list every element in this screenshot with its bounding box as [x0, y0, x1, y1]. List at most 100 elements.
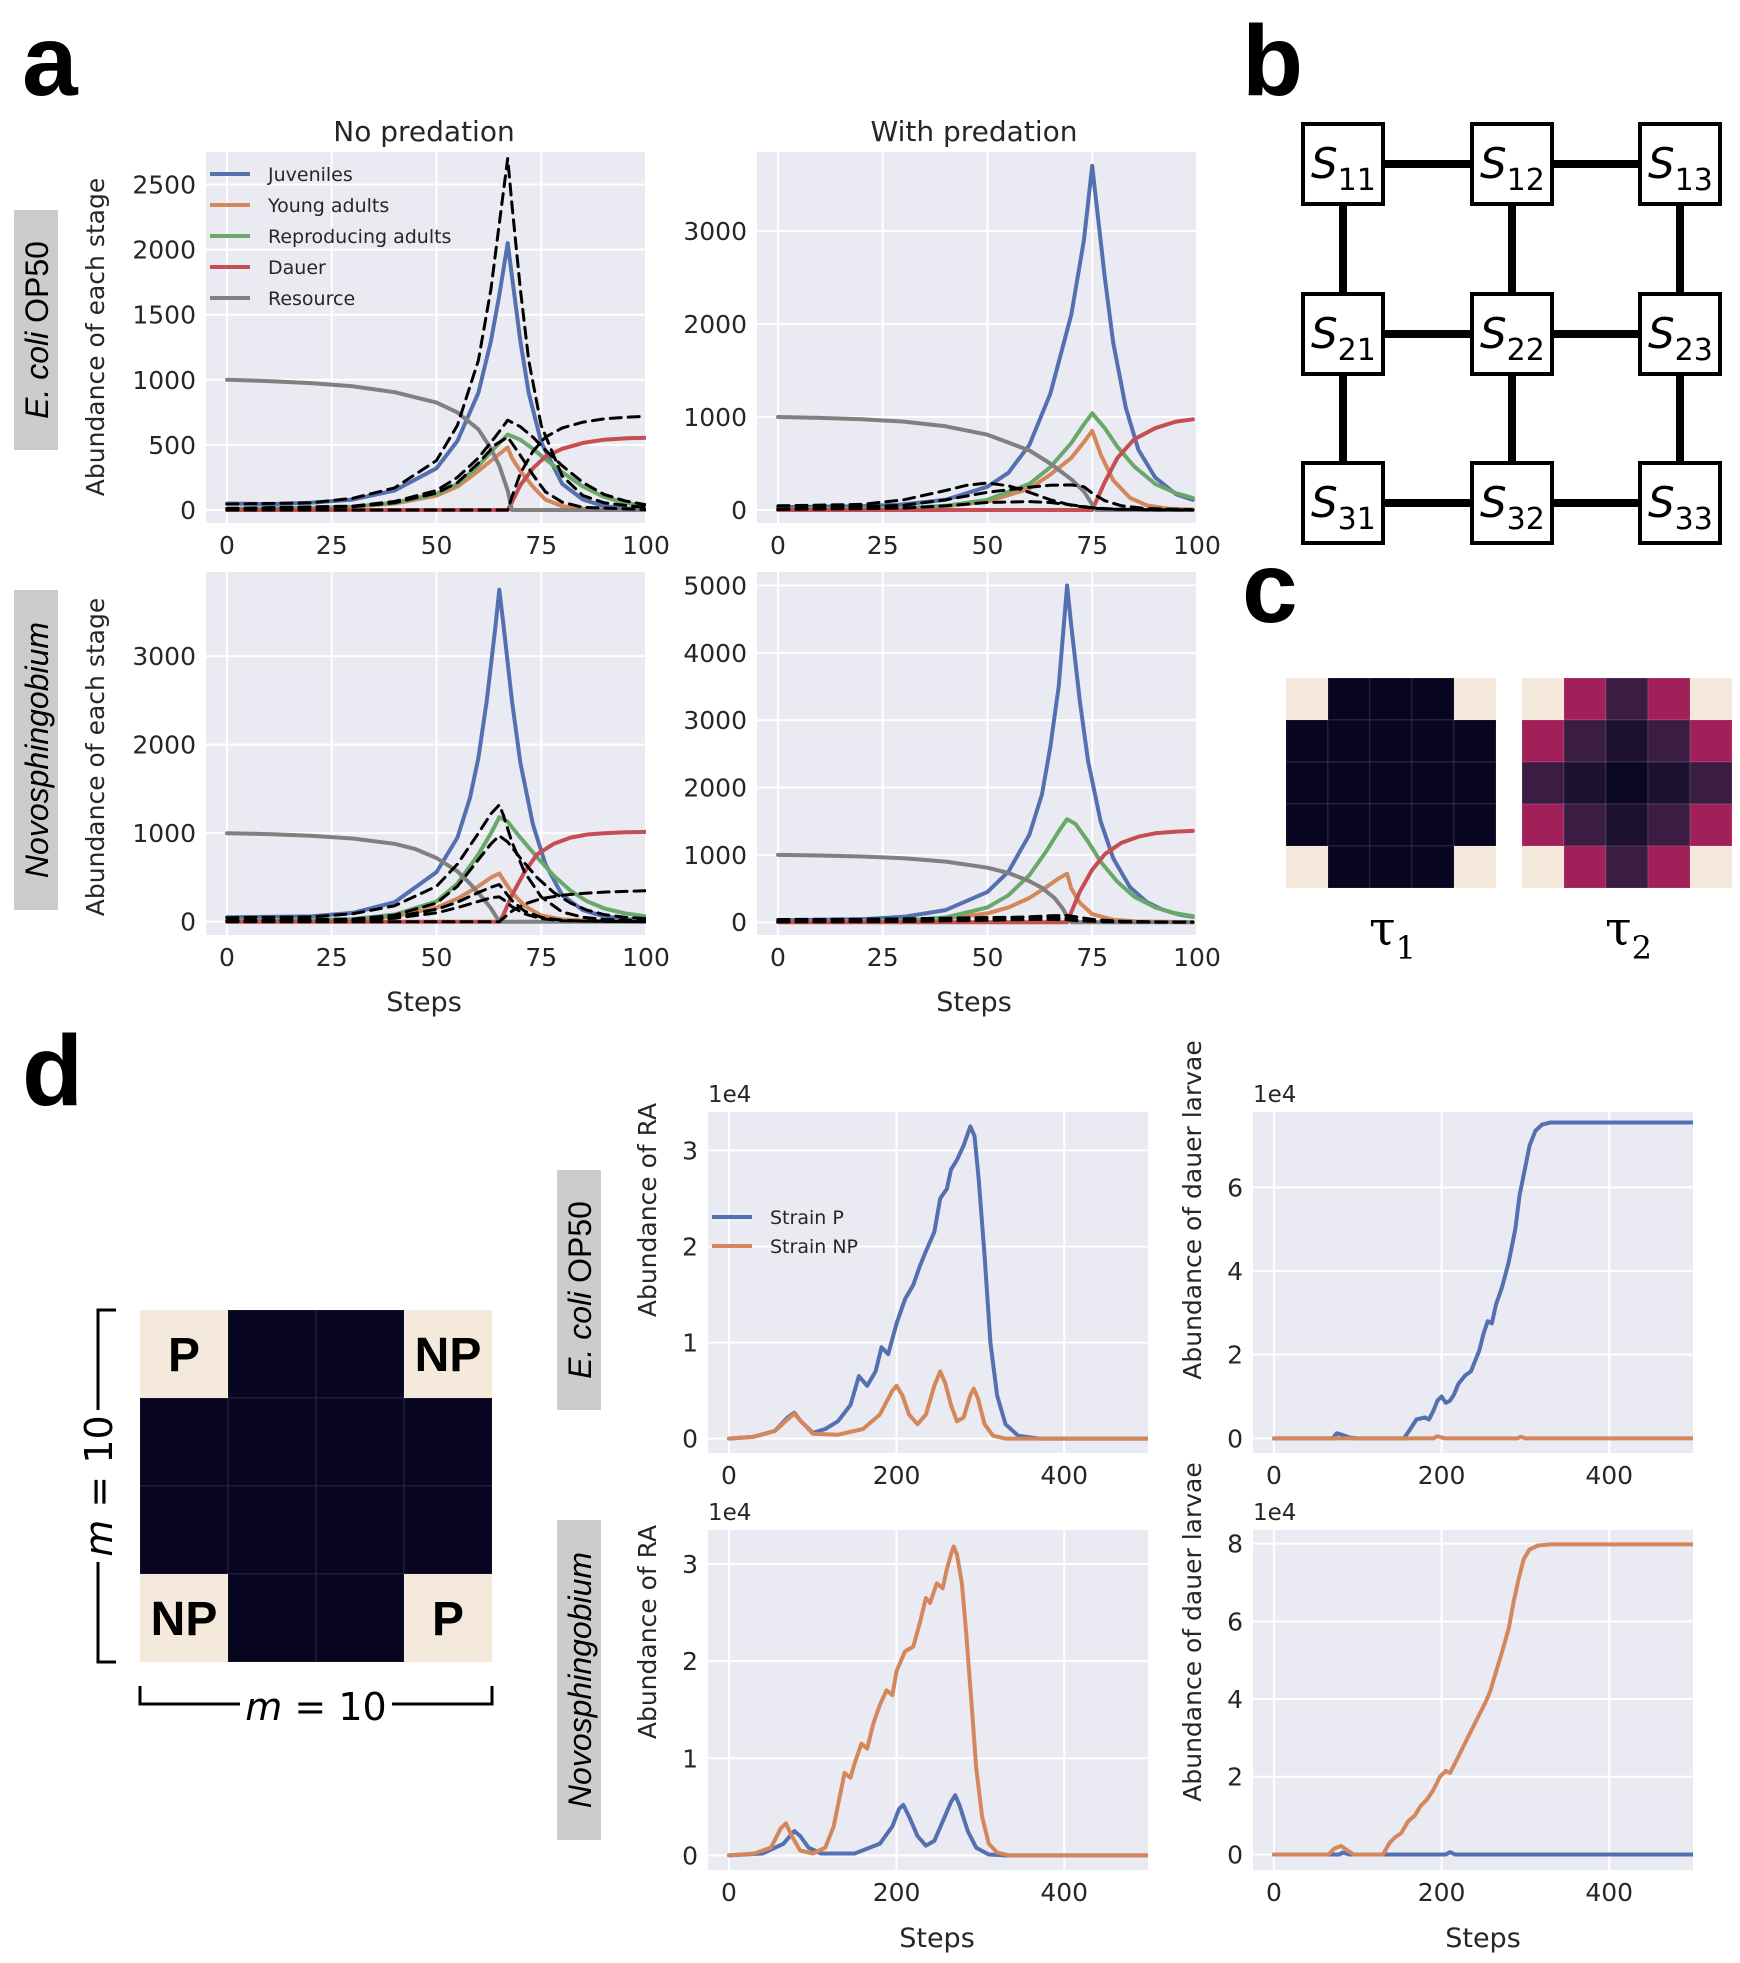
x-tick-label: 75 — [1076, 531, 1108, 560]
heatmap-label: τ1 — [1369, 901, 1416, 967]
ylabel-d-novo-dauer: Abundance of dauer larvae — [1178, 1462, 1207, 1802]
grid-d-cell — [404, 1486, 492, 1574]
y-tick-label: 3000 — [132, 642, 196, 671]
heatmap-cell — [1690, 678, 1732, 720]
panel-d-grid: P NPNP Pm = 10m = 10 — [77, 1310, 492, 1729]
legend-label: Resource — [268, 288, 355, 310]
heatmap-cell — [1606, 720, 1648, 762]
heatmap-cell — [1606, 846, 1648, 888]
y-tick-label: 3000 — [683, 706, 747, 735]
heatmap-cell — [1370, 846, 1412, 888]
y-tick-label: 2 — [682, 1647, 698, 1676]
grid-d-cell — [228, 1486, 316, 1574]
x-tick-label: 400 — [1040, 1878, 1088, 1907]
panel-b-grid: S11 S12 S13S21 S22 S23S31 S32 S33 — [1303, 124, 1720, 543]
heatmap-cell — [1648, 720, 1690, 762]
heatmap-cell — [1564, 720, 1606, 762]
y-tick-label: 1000 — [683, 403, 747, 432]
x-tick-label: 100 — [1173, 943, 1221, 972]
offset-label: 1e4 — [1253, 1500, 1296, 1526]
heatmap-cell — [1412, 720, 1454, 762]
heatmap-tau1: τ1 — [1286, 678, 1496, 967]
ylabel-d-novo-ra: Abundance of RA — [633, 1525, 662, 1739]
x-tick-label: 25 — [316, 943, 348, 972]
y-tick-label: 4 — [1227, 1257, 1243, 1286]
heatmap-cell — [1690, 762, 1732, 804]
grid-d-cell — [316, 1574, 404, 1662]
heatmap-cell — [1690, 720, 1732, 762]
column-title-with-predation: With predation — [871, 115, 1078, 148]
y-tick-label: 0 — [682, 1425, 698, 1454]
x-tick-label: 400 — [1585, 1878, 1633, 1907]
heatmap-cell — [1286, 720, 1328, 762]
heatmap-cell — [1454, 678, 1496, 720]
heatmap-cell — [1286, 678, 1328, 720]
heatmap-cell — [1328, 804, 1370, 846]
heatmap-cell — [1286, 846, 1328, 888]
offset-label: 1e4 — [708, 1500, 751, 1526]
xlabel-a-left: Steps — [386, 987, 462, 1018]
grid-cell-s31: S31 — [1303, 463, 1383, 543]
x-tick-label: 0 — [1266, 1461, 1282, 1490]
plot-background — [757, 152, 1197, 523]
panel-letter-b: b — [1242, 5, 1303, 117]
grid-cell-s23: S23 — [1640, 294, 1720, 374]
svg-text:E. coli OP50: E. coli OP50 — [19, 241, 55, 419]
offset-label: 1e4 — [708, 1082, 751, 1108]
corner-label-bl: NP — [151, 1593, 218, 1646]
svg-text:Novosphingobium: Novosphingobium — [19, 622, 55, 878]
panel-letter-c: c — [1242, 532, 1298, 644]
series-line-strain-np — [1274, 1436, 1693, 1438]
dimension-bracket-left — [98, 1310, 116, 1410]
dimension-bracket-bottom — [392, 1686, 492, 1704]
corner-label-tr: NP — [415, 1329, 482, 1382]
y-tick-label: 1000 — [132, 366, 196, 395]
x-tick-label: 200 — [873, 1461, 921, 1490]
y-tick-label: 0 — [731, 908, 747, 937]
x-tick-label: 100 — [1173, 531, 1221, 560]
y-tick-label: 0 — [731, 496, 747, 525]
x-tick-label: 100 — [622, 531, 670, 560]
heatmap-cell — [1522, 846, 1564, 888]
heatmap-cell — [1564, 804, 1606, 846]
heatmap-cell — [1454, 762, 1496, 804]
heatmap-cell — [1454, 720, 1496, 762]
ylabel-a-top: Abundance of each stage — [81, 178, 110, 496]
panel-letter-a: a — [22, 5, 79, 117]
ylabel-d-ecoli-dauer: Abundance of dauer larvae — [1178, 1040, 1207, 1380]
y-tick-label: 2000 — [683, 310, 747, 339]
heatmap-cell — [1370, 804, 1412, 846]
corner-label-br: P — [432, 1593, 464, 1646]
y-tick-label: 3 — [682, 1136, 698, 1165]
heatmap-cell — [1412, 678, 1454, 720]
column-title-no-predation: No predation — [333, 115, 514, 148]
x-tick-label: 25 — [316, 531, 348, 560]
y-tick-label: 1 — [682, 1744, 698, 1773]
x-tick-label: 25 — [867, 531, 899, 560]
y-tick-label: 8 — [1227, 1530, 1243, 1559]
heatmap-cell — [1412, 846, 1454, 888]
heatmap-cell — [1286, 804, 1328, 846]
y-tick-label: 2500 — [132, 171, 196, 200]
panel-c-heatmaps: τ1 τ2 — [1286, 678, 1732, 967]
row-label-a-novo: Novosphingobium — [14, 590, 58, 910]
x-tick-label: 400 — [1040, 1461, 1088, 1490]
grid-d-cell — [228, 1574, 316, 1662]
heatmap-cell — [1370, 720, 1412, 762]
legend-label: Strain NP — [770, 1236, 858, 1258]
heatmap-cell — [1412, 762, 1454, 804]
y-tick-label: 2000 — [132, 731, 196, 760]
heatmap-cell — [1522, 678, 1564, 720]
x-tick-label: 200 — [1418, 1461, 1466, 1490]
x-tick-label: 50 — [421, 943, 453, 972]
grid-cell-s11: S11 — [1303, 124, 1383, 204]
grid-cell-s12: S12 — [1472, 124, 1552, 204]
y-tick-label: 1500 — [132, 301, 196, 330]
x-tick-label: 0 — [770, 943, 786, 972]
heatmap-cell — [1522, 804, 1564, 846]
grid-d-cell — [316, 1486, 404, 1574]
dimension-bracket-bottom — [140, 1686, 240, 1704]
y-tick-label: 500 — [148, 431, 196, 460]
plot-background — [1253, 1112, 1693, 1453]
